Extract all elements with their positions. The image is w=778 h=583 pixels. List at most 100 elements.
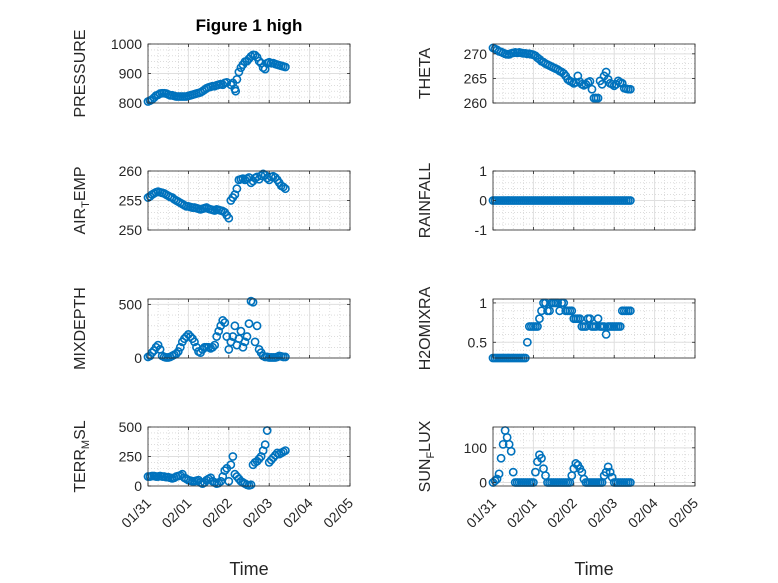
data-point xyxy=(250,50,260,60)
y-tick-label: 0 xyxy=(134,350,142,366)
y-tick-label: 0 xyxy=(134,478,142,494)
y-tick-label: 0.5 xyxy=(468,334,488,350)
data-point xyxy=(280,62,290,72)
data-point xyxy=(222,332,232,341)
y-axis-label: AIRTEMP xyxy=(72,166,92,234)
y-tick-label: 270 xyxy=(464,46,488,62)
y-tick-label: 800 xyxy=(119,95,143,111)
data-point xyxy=(280,446,290,455)
x-tick-label: 02/04 xyxy=(280,495,316,531)
subplot-4: -1 0 1 RAINFALL xyxy=(417,163,696,239)
y-tick-label: 900 xyxy=(119,66,143,82)
y-tick-label: 500 xyxy=(119,419,143,435)
data-point xyxy=(615,322,625,331)
y-axis-label: THETA xyxy=(417,48,434,100)
data-point xyxy=(280,352,290,362)
plot-area xyxy=(148,299,350,358)
y-tick-label: 1000 xyxy=(111,36,142,52)
data-points xyxy=(488,43,635,103)
y-axis-label: SUNFLUX xyxy=(417,420,437,492)
data-point xyxy=(220,318,230,327)
data-point xyxy=(147,348,157,358)
data-point xyxy=(537,306,546,316)
x-axis-label: Time xyxy=(229,559,268,579)
axes-box xyxy=(492,43,696,104)
data-point xyxy=(601,329,611,339)
y-tick-label: -1 xyxy=(475,222,488,238)
x-tick-label: 02/02 xyxy=(199,495,235,531)
y-axis-label-text: AIR xyxy=(72,208,89,235)
data-point xyxy=(238,342,248,352)
y-axis-label: MIXDEPTH xyxy=(72,287,89,370)
subplot-3: 250 255 260 AIRTEMP xyxy=(72,163,351,238)
data-point xyxy=(230,321,240,331)
y-axis-label-text: TERR xyxy=(72,449,89,493)
data-point xyxy=(280,184,290,194)
y-axis-label: TERRMSL xyxy=(72,420,92,492)
data-point xyxy=(506,446,516,456)
data-point xyxy=(567,77,577,87)
data-point xyxy=(214,326,224,336)
y-tick-label: 255 xyxy=(119,193,143,209)
data-point xyxy=(545,306,554,316)
y-tick-label: 265 xyxy=(464,70,488,86)
data-point xyxy=(234,67,244,77)
data-points xyxy=(488,196,635,205)
data-point xyxy=(555,306,565,316)
subplot-2: 260 265 270 THETA xyxy=(417,43,696,111)
data-point xyxy=(246,51,256,61)
data-point xyxy=(617,78,627,88)
y-axis-label-text: MIXDEPTH xyxy=(72,287,89,370)
y-tick-label: 250 xyxy=(119,449,143,465)
x-axis-label: Time xyxy=(574,559,613,579)
axes-box xyxy=(147,298,351,359)
y-tick-label: 1 xyxy=(479,295,487,311)
data-point xyxy=(587,84,597,94)
y-axis-label: PRESSURE xyxy=(72,29,89,117)
y-axis-label: RAINFALL xyxy=(417,163,434,239)
y-axis-label-text: SL xyxy=(72,420,89,440)
data-point xyxy=(254,56,264,66)
plot-area xyxy=(493,427,695,486)
y-axis-label-text: PRESSURE xyxy=(72,29,89,117)
data-point xyxy=(597,79,607,89)
data-point xyxy=(208,342,218,352)
data-point xyxy=(492,474,502,484)
x-tick-label: 02/01 xyxy=(158,495,194,531)
subplot-5: 0 500 MIXDEPTH xyxy=(72,287,351,370)
data-point xyxy=(498,439,508,449)
data-point xyxy=(246,480,256,490)
y-tick-label: 0 xyxy=(479,475,487,491)
y-tick-label: 260 xyxy=(119,163,143,179)
data-point xyxy=(625,306,635,316)
data-point xyxy=(218,316,228,325)
data-point xyxy=(242,332,252,341)
data-point xyxy=(186,332,195,341)
data-point xyxy=(244,319,254,329)
data-point xyxy=(559,69,569,78)
data-point xyxy=(220,466,230,476)
data-point xyxy=(585,314,595,324)
data-point xyxy=(581,322,591,331)
subplot-7: 0 250 500 TERRMSL 01/31 02/01 02/02 02/03 02/04 0… xyxy=(72,419,356,579)
data-point xyxy=(496,453,506,463)
y-axis-label-subscript: T xyxy=(80,201,92,208)
data-point xyxy=(232,184,242,194)
y-tick-label: 100 xyxy=(464,440,488,456)
y-tick-label: 250 xyxy=(119,222,143,238)
data-point xyxy=(537,453,546,463)
y-tick-label: 1 xyxy=(479,163,487,179)
y-axis-label-subscript: F xyxy=(425,452,437,459)
y-axis-label-text: H2OMIXRA xyxy=(417,286,434,370)
data-point xyxy=(175,342,185,352)
y-axis-label: H2OMIXRA xyxy=(417,286,434,370)
data-point xyxy=(228,452,238,461)
data-point xyxy=(567,306,577,316)
data-points xyxy=(143,50,290,106)
data-point xyxy=(603,462,613,472)
x-tick-label: 02/01 xyxy=(503,495,539,531)
x-tick-label: 02/05 xyxy=(665,495,701,531)
axes-box xyxy=(492,426,696,487)
data-point xyxy=(252,321,262,331)
